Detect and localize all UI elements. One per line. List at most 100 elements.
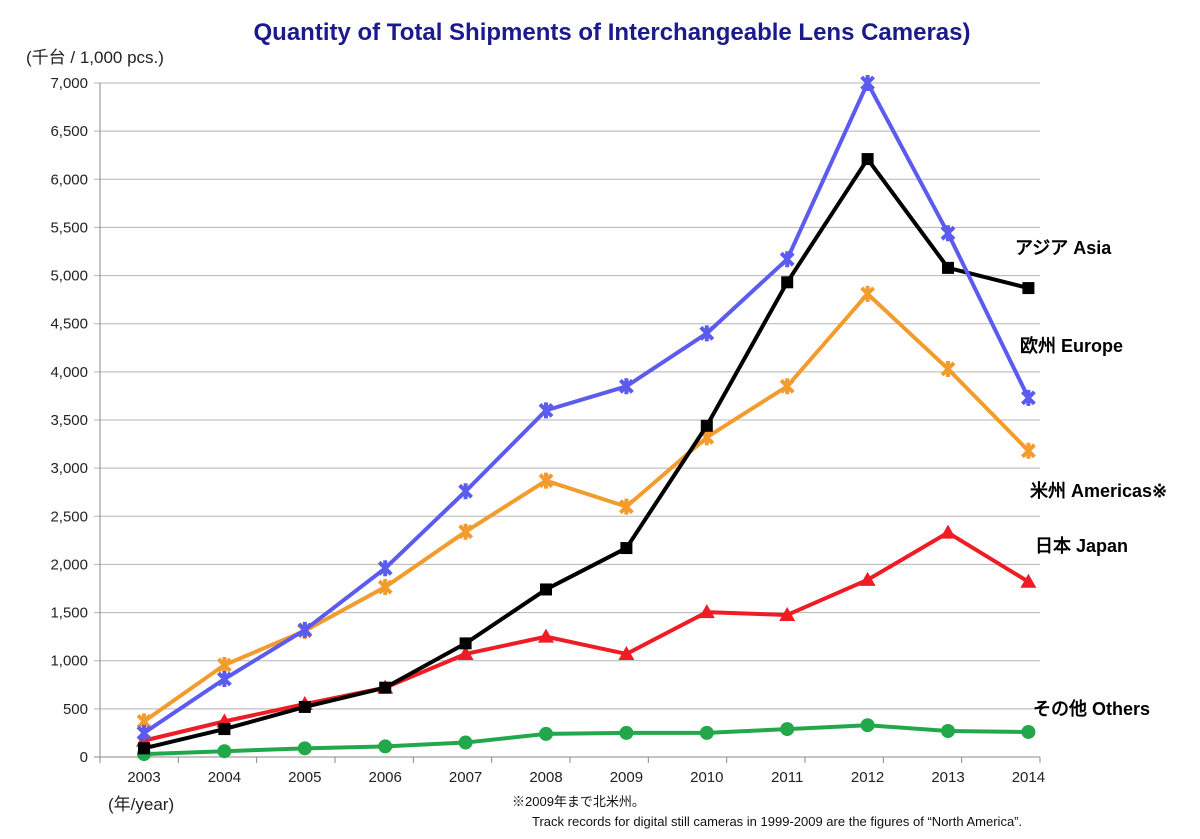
data-point [942, 261, 954, 274]
data-point [619, 725, 634, 740]
series-line [143, 157, 1029, 751]
star-marker [618, 498, 634, 515]
data-point [618, 645, 635, 660]
y-tick-label: 1,000 [50, 653, 88, 670]
series-label: その他 Others [1033, 698, 1150, 719]
star-marker [458, 483, 474, 500]
y-tick-label: 7,000 [50, 75, 88, 92]
y-tick-label: 6,000 [50, 171, 88, 188]
star-marker [860, 285, 876, 302]
x-tick-label: 2014 [1012, 769, 1045, 786]
chart-title: Quantity of Total Shipments of Interchan… [253, 19, 970, 46]
star-marker [216, 657, 232, 674]
data-point [377, 579, 393, 596]
data-point [620, 542, 633, 555]
series-label: 日本 Japan [1035, 535, 1128, 556]
star-marker [699, 325, 715, 342]
star-marker [297, 621, 313, 638]
y-tick-label: 1,500 [50, 605, 88, 622]
y-tick-label: 6,500 [50, 123, 88, 140]
data-point [779, 251, 795, 268]
y-tick-label: 2,500 [50, 508, 88, 525]
x-tick-label: 2007 [449, 769, 482, 786]
y-axis-unit: (千台 / 1,000 pcs.) [26, 48, 164, 67]
data-point [860, 285, 876, 302]
footnote-jp: ※2009年まで北米州。 [512, 794, 645, 809]
y-tick-label: 2,000 [50, 556, 88, 573]
star-marker [1020, 442, 1036, 459]
y-tick-label: 500 [63, 701, 88, 718]
footnote-en: Track records for digital still cameras … [532, 814, 1022, 829]
x-tick-label: 2005 [288, 769, 321, 786]
star-marker [216, 671, 232, 688]
series-line [143, 723, 1029, 757]
x-tick-label: 2006 [369, 769, 402, 786]
data-point [1021, 724, 1036, 739]
data-point [538, 628, 554, 643]
data-point [540, 583, 552, 596]
x-tick-label: 2011 [771, 769, 803, 786]
y-tick-label: 3,000 [50, 460, 88, 477]
y-tick-label: 4,500 [50, 316, 88, 333]
y-tick-label: 0 [80, 749, 88, 766]
star-marker [779, 378, 795, 395]
star-marker [458, 523, 474, 540]
data-point [780, 722, 795, 737]
x-tick-label: 2010 [690, 769, 723, 786]
data-point [539, 726, 553, 741]
y-tick-label: 4,000 [50, 364, 88, 381]
series-label: アジア Asia [1015, 238, 1112, 258]
series-label: 米州 Americas※ [1030, 480, 1167, 501]
data-point [378, 739, 393, 754]
star-marker [538, 402, 554, 419]
data-point [459, 637, 472, 650]
data-point [538, 472, 554, 489]
data-point [698, 604, 715, 619]
star-marker [377, 579, 393, 596]
data-point [618, 498, 634, 515]
data-point [781, 276, 794, 289]
data-point [298, 700, 311, 713]
star-marker [377, 560, 393, 577]
series-0 [138, 153, 1035, 755]
data-point [136, 724, 152, 741]
y-tick-label: 3,500 [50, 412, 88, 429]
data-point [860, 75, 876, 91]
series-2 [136, 285, 1036, 730]
data-point [216, 671, 232, 688]
data-point [779, 606, 796, 621]
data-point [538, 402, 554, 419]
data-point [379, 681, 392, 694]
star-marker [136, 724, 152, 741]
data-point [458, 483, 474, 500]
star-marker [779, 251, 795, 268]
x-tick-label: 2003 [127, 769, 160, 786]
data-point [216, 657, 232, 674]
x-tick-label: 2013 [931, 769, 964, 786]
y-tick-label: 5,500 [50, 219, 88, 236]
series-3 [136, 524, 1037, 747]
series-label: 欧州 Europe [1020, 335, 1123, 356]
data-point [1022, 282, 1035, 295]
x-axis-unit: (年/year) [108, 795, 174, 814]
data-point [217, 744, 232, 759]
data-point [699, 325, 715, 342]
data-point [297, 621, 313, 638]
data-point [700, 419, 713, 432]
data-point [457, 645, 474, 660]
data-point [861, 153, 874, 166]
star-marker [1020, 389, 1036, 406]
star-marker [940, 360, 956, 377]
data-point [941, 724, 955, 739]
series-1 [136, 75, 1036, 741]
data-point [779, 378, 795, 395]
data-point [860, 718, 875, 733]
series-4 [137, 718, 1036, 762]
x-tick-label: 2009 [610, 769, 643, 786]
data-point [458, 735, 473, 750]
x-tick-label: 2008 [529, 769, 562, 786]
data-point [940, 524, 956, 539]
data-point [458, 523, 474, 540]
